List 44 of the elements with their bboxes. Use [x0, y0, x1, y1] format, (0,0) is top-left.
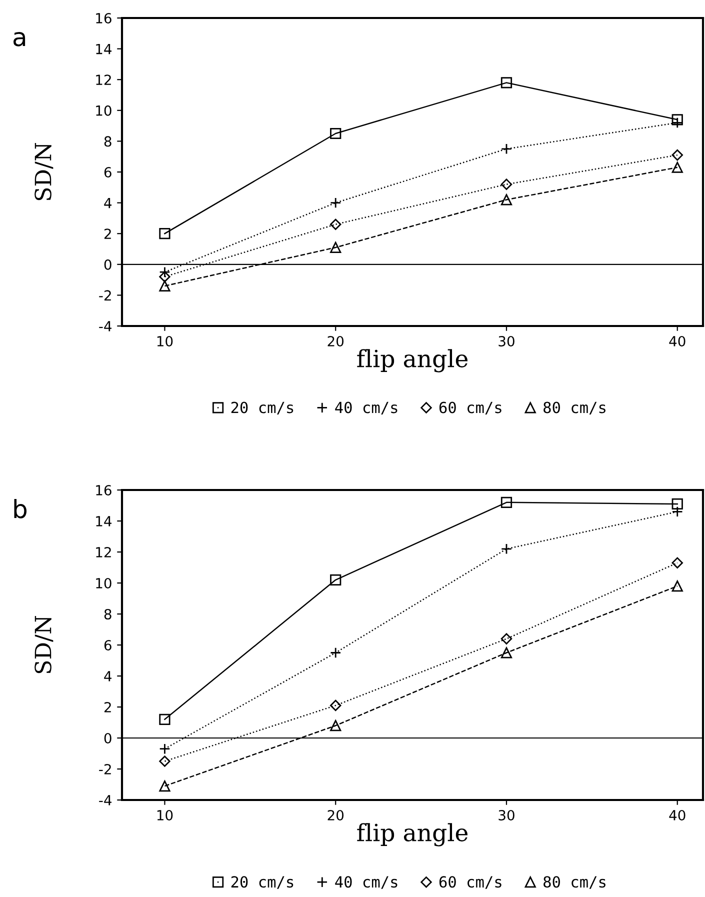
x-tick-label: 40	[669, 336, 686, 346]
y-axis-title: SD/N	[34, 616, 54, 674]
y-tick-label: 8	[104, 608, 112, 620]
y-tick-label: -2	[99, 764, 111, 774]
legend-label: 20 cm/s	[231, 402, 294, 414]
legend-label: 80 cm/s	[544, 402, 606, 414]
y-tick-label: -4	[99, 321, 112, 332]
y-tick-label: 6	[104, 166, 112, 178]
x-tick-label: 20	[328, 810, 344, 820]
x-axis-title: flip angle	[357, 349, 468, 372]
legend-label: 60 cm/s	[439, 402, 502, 414]
y-tick-label: 2	[104, 228, 111, 239]
chart-title: a	[14, 32, 26, 46]
y-tick-label: 0	[104, 259, 112, 270]
y-tick-label: -4	[99, 795, 112, 806]
x-tick-label: 10	[157, 336, 173, 346]
legend-label: 40 cm/s	[335, 402, 398, 414]
x-tick-label: 40	[669, 810, 686, 820]
y-tick-label: 4	[104, 198, 112, 208]
y-tick-label: 4	[104, 671, 112, 682]
y-tick-label: 8	[104, 136, 112, 147]
y-tick-label: 6	[104, 640, 112, 650]
chart-title: b	[14, 498, 27, 518]
y-tick-label: 12	[96, 74, 111, 85]
y-tick-label: 16	[96, 484, 112, 496]
x-tick-label: 30	[498, 810, 514, 820]
legend-label: 20 cm/s	[231, 876, 294, 889]
y-tick-label: 10	[96, 578, 112, 588]
legend-label: 60 cm/s	[439, 876, 502, 889]
y-tick-label: -2	[99, 290, 111, 300]
y-axis-title: SD/N	[34, 142, 54, 200]
x-tick-label: 30	[498, 336, 514, 346]
y-tick-label: 16	[96, 12, 112, 24]
x-axis-title: flip angle	[357, 823, 468, 846]
x-tick-label: 10	[157, 810, 173, 820]
x-tick-label: 20	[328, 336, 344, 346]
legend-label: 40 cm/s	[335, 876, 398, 889]
legend-label: 80 cm/s	[544, 876, 606, 889]
y-tick-label: 12	[96, 546, 111, 558]
y-tick-label: 14	[96, 516, 112, 526]
y-tick-label: 2	[104, 702, 111, 712]
y-tick-label: 14	[96, 44, 112, 54]
y-tick-label: 10	[96, 105, 112, 116]
y-tick-label: 0	[104, 732, 112, 744]
